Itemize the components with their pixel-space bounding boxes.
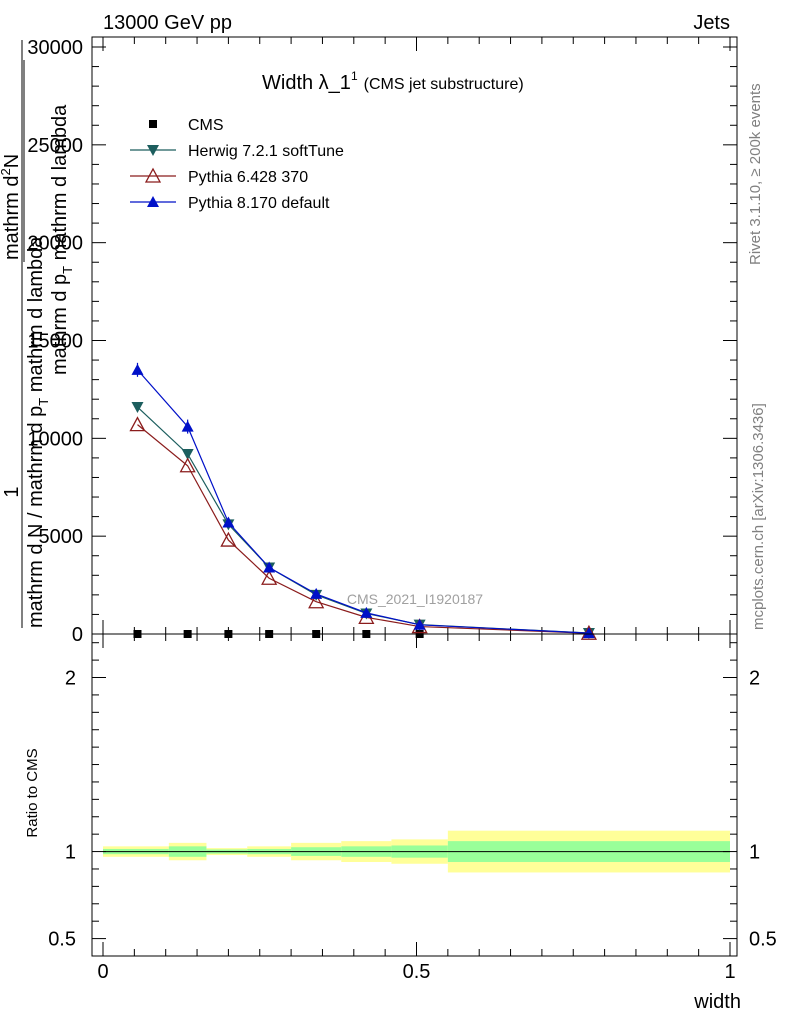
- pythia-6-428-370-point: [261, 569, 278, 585]
- pythia-8-170-default-point: [222, 516, 235, 528]
- pythia-8-170-default-point: [413, 618, 426, 630]
- main-y-axis: 0 5000 10000 15000 20000 25000 30000: [27, 37, 737, 646]
- y-label-extra-sub: T: [60, 266, 75, 274]
- main-y-tick-label: 5000: [39, 526, 84, 548]
- ratio-y-label: Ratio to CMS: [24, 748, 41, 837]
- main-y-label: 1 mathrm d N / mathrm d pT mathrm d lamb…: [0, 40, 75, 628]
- pythia-6-428-370-line: [137, 424, 589, 634]
- main-y-tick-label: 30000: [27, 37, 83, 59]
- ratio-plot-frame: [91, 633, 738, 957]
- ratio-x-axis: 0 0.5 1: [97, 634, 736, 983]
- pythia-8-170-default-line: [137, 369, 589, 634]
- herwig-7-2-1-softtune-point: [131, 402, 144, 414]
- pythia-6-428-370-point: [308, 593, 325, 609]
- header-process: Jets: [693, 12, 730, 34]
- ratio-y-tick-label-right: 0.5: [749, 929, 777, 951]
- ratio-x-tick-label: 1: [724, 961, 735, 983]
- plot-title-sup: 1: [351, 69, 358, 83]
- ratio-x-tick-label: 0.5: [403, 961, 431, 983]
- y-label-extra-top: mathrm d pT mathrm d lambda: [49, 104, 75, 375]
- y-label-extra-suffix: mathrm d lambda: [49, 104, 71, 266]
- main-y-tick-label: 15000: [27, 331, 83, 353]
- legend-pythia-6-428-370-marker: [144, 167, 162, 183]
- ratio-plot: 0.5 0.51 12 2 0 0.5 1 Ratio to CMS width: [24, 633, 777, 1013]
- main-y-tick-label: 20000: [27, 233, 83, 255]
- ratio-y-tick-label: 2: [65, 668, 76, 690]
- y-label-denominator: mathrm d N / mathrm d pT mathrm d lambda: [25, 236, 51, 628]
- pythia-8-170-default-point: [360, 606, 373, 618]
- ratio-y-tick-label: 1: [65, 842, 76, 864]
- legend-pythia-8-170-default-label: Pythia 8.170 default: [188, 195, 330, 212]
- y-label-num-prefix: mathrm d: [1, 176, 23, 260]
- y-label-num-sup: 2: [0, 168, 13, 175]
- main-series-group: [129, 362, 598, 640]
- pythia-6-428-370-point: [179, 457, 196, 473]
- main-y-tick-label: 10000: [27, 428, 83, 450]
- y-label-one: 1: [1, 486, 23, 497]
- ratio-y-axis: 0.5 0.5 1 1 2 2: [48, 642, 777, 951]
- mcplots-text: mcplots.cern.ch [arXiv:1306.3436]: [750, 403, 767, 630]
- pythia-8-170-default-point: [181, 420, 194, 432]
- legend-cms-label: CMS: [188, 117, 224, 134]
- rivet-version-text: Rivet 3.1.10, ≥ 200k events: [747, 83, 764, 265]
- pythia-6-428-370-point: [220, 531, 237, 547]
- legend-herwig-7-2-1-softtune-marker: [147, 145, 159, 156]
- y-label-den-sub: T: [36, 398, 51, 406]
- plot-title: Width λ_11 (CMS jet substructure): [262, 69, 524, 94]
- y-label-den-prefix: mathrm d N / mathrm d p: [25, 406, 47, 628]
- ratio-x-tick-label: 0: [97, 961, 108, 983]
- plot-subtitle: (CMS jet substructure): [364, 76, 524, 93]
- x-axis-label: width: [693, 991, 741, 1013]
- main-y-tick-label: 25000: [27, 135, 83, 157]
- legend: CMS Herwig 7.2.1 softTune Pythia 6.428 370…: [130, 117, 344, 212]
- pythia-6-428-370-point: [129, 416, 146, 432]
- plot-title-main: Width λ_1: [262, 72, 351, 94]
- legend-cms-marker: [149, 120, 157, 128]
- legend-pythia-6-428-370-label: Pythia 6.428 370: [188, 169, 308, 186]
- y-label-num-suffix: N: [1, 154, 23, 168]
- y-label-numerator: mathrm d2N: [0, 154, 23, 260]
- pythia-8-170-default-point: [131, 363, 144, 375]
- ratio-y-tick-label: 0.5: [48, 929, 76, 951]
- y-label-den-suffix: mathrm d lambda: [25, 236, 47, 398]
- herwig-7-2-1-softtune-point: [181, 448, 194, 460]
- ratio-y-tick-label-right: 2: [749, 668, 760, 690]
- header-energy: 13000 GeV pp: [103, 12, 232, 34]
- y-label-extra-prefix: mathrm d p: [49, 274, 71, 375]
- main-y-tick-label: 0: [72, 624, 83, 646]
- pythia-8-170-default-point: [310, 587, 323, 599]
- legend-pythia-8-170-default-marker: [147, 196, 159, 207]
- main-plot: 0 5000 10000 15000 20000 25000 30000 CMS_2021_…: [27, 36, 738, 646]
- legend-herwig-7-2-1-softtune-label: Herwig 7.2.1 softTune: [188, 143, 344, 160]
- pythia-8-170-default-point: [582, 627, 595, 639]
- watermark-text: CMS_2021_I1920187: [347, 591, 483, 607]
- pythia-8-170-default-point: [263, 561, 276, 573]
- ratio-y-tick-label-right: 1: [749, 842, 760, 864]
